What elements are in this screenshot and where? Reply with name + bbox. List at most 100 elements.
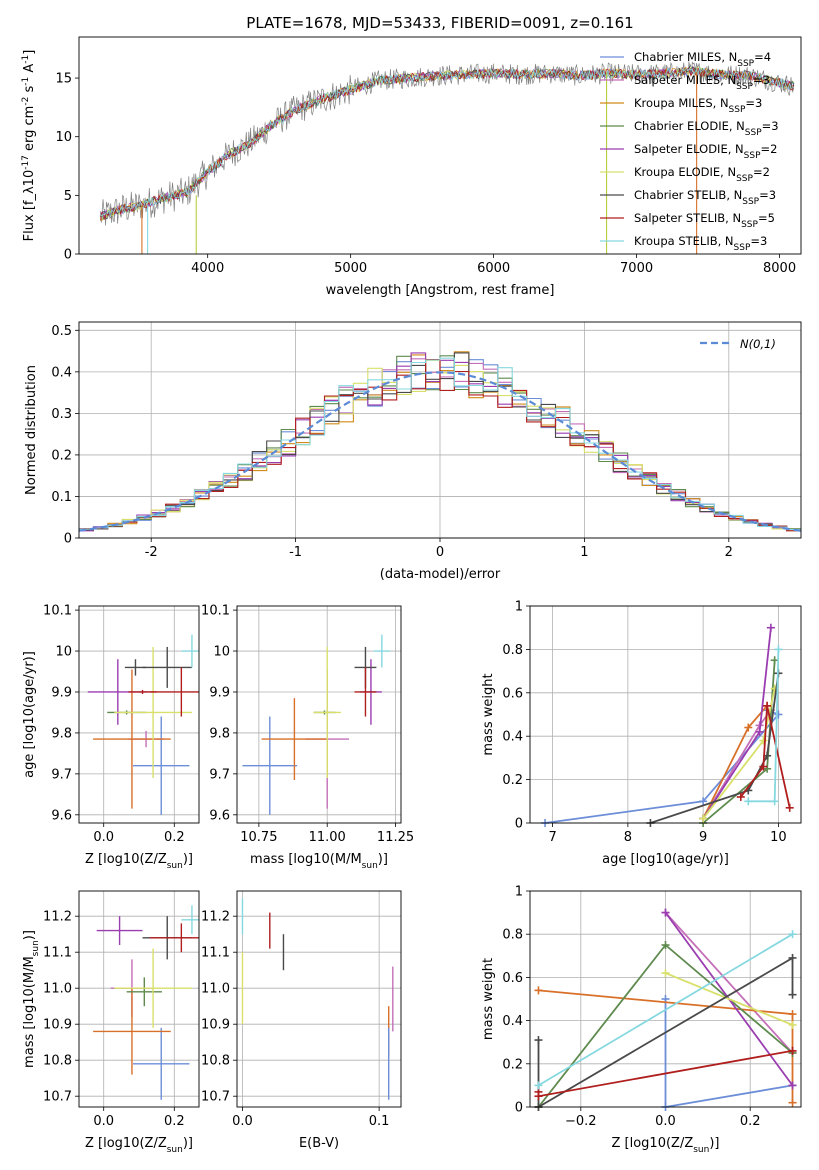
y-tick-label: 10	[55, 645, 72, 660]
y-tick-label: 10	[55, 130, 72, 145]
x-axis-label: (data-model)/error	[380, 567, 501, 582]
figure-title: PLATE=1678, MJD=53433, FIBERID=0091, z=0…	[246, 14, 633, 32]
histogram-8	[79, 357, 801, 531]
y-axis-label: mass [log10(M/Msun)]	[22, 930, 41, 1068]
y-tick-label: 0.4	[502, 1014, 523, 1029]
legend-entry: N(0,1)	[740, 337, 776, 351]
y-tick-label: 9.8	[51, 726, 72, 741]
axes-frame	[78, 890, 200, 1108]
y-tick-label: 10.7	[201, 1090, 230, 1105]
x-axis-label: mass [log10(M/Msun)]	[250, 852, 388, 871]
weight-line-5	[665, 972, 793, 1026]
x-tick-label: -2	[145, 545, 158, 560]
y-tick-label: 10.9	[201, 1018, 230, 1033]
ebv-mass-panel: 0.0 0.1 10.7 10.8 10.9 11.0 11.1 11.2 E(B-V)	[201, 890, 402, 1151]
y-tick-label: 0.3	[51, 407, 72, 422]
y-tick-label: 9.6	[51, 808, 72, 823]
y-tick-label: 1	[515, 600, 523, 615]
y-tick-label: 9.7	[209, 767, 230, 782]
y-tick-label: 11.0	[43, 982, 72, 997]
x-axis-label: Z [log10(Z/Zsun)]	[85, 1136, 193, 1155]
legend-entry: Kroupa ELODIE, NSSP=2	[634, 165, 770, 184]
x-tick-label: 0.2	[164, 1114, 185, 1129]
x-tick-label: 0.2	[740, 1114, 761, 1129]
z-mass-panel: 0.0 0.2 10.7 10.8 10.9 11.0 11.1 11.2 Z [log10(Z…	[22, 890, 200, 1155]
legend-entry: Chabrier STELIB, NSSP=3	[634, 188, 776, 207]
y-axis-label: age [log10(age/yr)]	[22, 651, 37, 778]
y-tick-label: 11.0	[201, 982, 230, 997]
x-tick-label: 10	[770, 830, 787, 845]
y-tick-label: 10.1	[201, 604, 230, 619]
x-tick-label: 2	[725, 545, 733, 560]
x-tick-label: 0.1	[369, 1114, 390, 1129]
legend-entry: Salpeter MILES, NSSP=3	[634, 73, 770, 92]
weight-line-0	[664, 999, 793, 1107]
axes-frame	[529, 605, 802, 824]
x-tick-label: 10.75	[240, 830, 277, 845]
x-tick-label: 0.2	[164, 830, 185, 845]
y-axis-label: Normed distribution	[24, 365, 39, 495]
y-tick-label: 10.7	[43, 1090, 72, 1105]
axes-frame	[529, 890, 802, 1108]
y-tick-label: 9.9	[51, 685, 72, 700]
x-tick-label: 11.25	[377, 830, 414, 845]
y-tick-label: 10.9	[43, 1018, 72, 1033]
y-tick-label: 0.8	[502, 928, 523, 943]
normal-curve	[79, 371, 801, 532]
y-tick-label: 10	[213, 645, 230, 660]
y-tick-label: 11.1	[43, 946, 72, 961]
histogram-7	[79, 358, 801, 532]
legend-entry: Salpeter ELODIE, NSSP=2	[634, 142, 777, 161]
z-age-panel: 0.0 0.2 9.6 9.7 9.8 9.9 10 10.1 Z [log10(Z/Zsun)…	[22, 604, 200, 871]
y-tick-label: 0	[515, 817, 523, 832]
y-tick-label: 5	[64, 189, 72, 204]
x-axis-label: Z [log10(Z/Zsun)]	[612, 1136, 720, 1155]
x-tick-label: 0.0	[232, 1114, 253, 1129]
y-tick-label: 10.1	[43, 604, 72, 619]
y-tick-label: 9.9	[209, 685, 230, 700]
x-tick-label: 0.0	[655, 1114, 676, 1129]
y-tick-label: 0.1	[51, 490, 72, 505]
y-tick-label: 15	[55, 72, 72, 87]
x-tick-label: 4000	[191, 261, 224, 276]
axes-frame	[236, 890, 402, 1108]
y-tick-label: 0.2	[502, 773, 523, 788]
x-tick-label: 0.0	[93, 1114, 114, 1129]
y-axis-label: mass weight	[481, 673, 496, 755]
y-tick-label: 0.6	[502, 971, 523, 986]
mass-age-panel: 10.75 11.00 11.25 9.6 9.7 9.8 9.9 10 10.1 mass [l…	[201, 604, 414, 871]
legend-entry: Salpeter STELIB, NSSP=5	[634, 211, 775, 230]
x-axis-label: age [log10(age/yr)]	[602, 852, 729, 867]
x-tick-label: 0	[436, 545, 444, 560]
age-weight-panel: 7 8 9 10 0 0.2 0.4 0.6 0.8 1 age [log10(age/yr)] ma…	[481, 600, 802, 867]
y-tick-label: 0.5	[51, 324, 72, 339]
x-tick-label: 5000	[334, 261, 367, 276]
y-tick-label: 9.6	[209, 808, 230, 823]
y-tick-label: 9.8	[209, 726, 230, 741]
axes-frame	[236, 605, 402, 824]
x-tick-label: 8000	[763, 261, 796, 276]
y-tick-label: 0	[64, 248, 72, 263]
weight-line-7	[740, 705, 791, 808]
y-tick-label: 10.8	[43, 1054, 72, 1069]
x-tick-label: −0.2	[565, 1114, 597, 1129]
weight-line-1	[664, 911, 794, 1054]
axes-frame	[78, 605, 200, 824]
x-tick-label: 8	[624, 830, 632, 845]
y-tick-label: 0.4	[502, 730, 523, 745]
x-tick-label: 7000	[620, 261, 653, 276]
residual-legend: N(0,1)	[700, 337, 776, 351]
y-axis-label: Flux [f_λ10-17 erg cm-2 s-1 A-1]	[21, 50, 37, 242]
y-tick-label: 1	[515, 885, 523, 900]
weight-line-6	[537, 956, 794, 1107]
axes-frame	[78, 321, 802, 539]
y-tick-label: 0.2	[51, 448, 72, 463]
spectrum-legend: Chabrier MILES, NSSP=4 Salpeter MILES, NS…	[600, 50, 779, 253]
z-weight-panel: −0.2 0.0 0.2 0 0.2 0.4 0.6 0.8 1 Z [log10(Z/Zsun)…	[481, 885, 802, 1155]
x-tick-label: -1	[289, 545, 302, 560]
x-axis-label: Z [log10(Z/Zsun)]	[85, 852, 193, 871]
x-tick-label: 11.00	[309, 830, 346, 845]
y-tick-label: 10.8	[201, 1054, 230, 1069]
y-axis-label: mass weight	[481, 958, 496, 1040]
